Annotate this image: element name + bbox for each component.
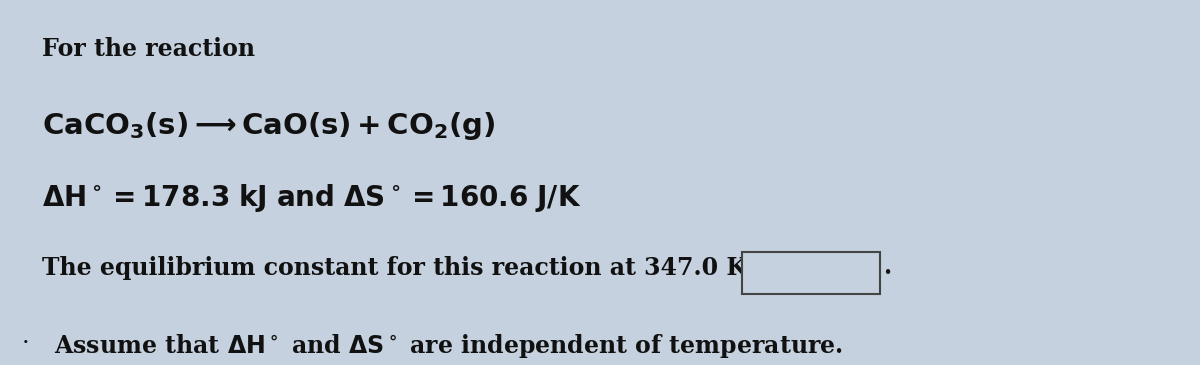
Text: The equilibrium constant for this reaction at 347.0 K is: The equilibrium constant for this reacti… [42, 255, 778, 280]
Text: For the reaction: For the reaction [42, 36, 256, 61]
Text: Assume that $\mathbf{\Delta H^\circ}$ and $\mathbf{\Delta S^\circ}$ are independ: Assume that $\mathbf{\Delta H^\circ}$ an… [54, 332, 844, 360]
Text: .: . [883, 255, 892, 280]
FancyBboxPatch shape [742, 252, 880, 294]
Text: $\mathbf{CaCO_3(s){\longrightarrow}CaO(s) + CO_2(g)}$: $\mathbf{CaCO_3(s){\longrightarrow}CaO(s… [42, 110, 496, 142]
Text: ·: · [22, 332, 29, 355]
Text: $\mathbf{\Delta H^\circ = 178.3\ kJ\ and\ \Delta S^\circ = 160.6\ J/K}$: $\mathbf{\Delta H^\circ = 178.3\ kJ\ and… [42, 182, 582, 215]
